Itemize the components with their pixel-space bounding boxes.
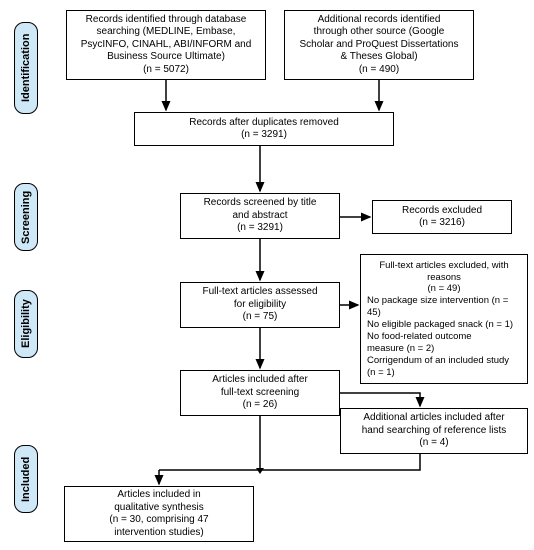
- text: Scholar and ProQuest Dissertations: [300, 39, 459, 52]
- stage-eligibility: Eligibility: [14, 290, 38, 358]
- text: (n = 3291): [237, 222, 283, 235]
- stage-included: Included: [14, 445, 38, 513]
- text: measure (n = 2): [367, 343, 434, 355]
- text: (n = 4): [419, 437, 448, 450]
- text: (n = 75): [243, 311, 278, 324]
- box-excluded-screen: Records excluded (n = 3216): [372, 200, 512, 234]
- box-fulltext: Full-text articles assessed for eligibil…: [180, 282, 340, 328]
- text: (n = 1): [367, 367, 395, 379]
- text: qualitative synthesis: [114, 502, 204, 515]
- box-fulltext-excluded: Full-text articles excluded, with reason…: [360, 254, 528, 384]
- text: (n = 3216): [419, 217, 465, 230]
- text: No eligible packaged snack (n = 1): [367, 319, 513, 331]
- text: reasons: [427, 272, 461, 284]
- box-after-fulltext: Articles included after full-text screen…: [180, 370, 340, 416]
- text: Additional articles included after: [363, 412, 504, 425]
- text: (n = 3291): [241, 129, 287, 142]
- text: (n = 490): [359, 64, 399, 77]
- text: (n = 49): [427, 283, 460, 295]
- text: Articles included in: [117, 489, 200, 502]
- text: (n = 30, comprising 47: [109, 514, 208, 527]
- text: Records after duplicates removed: [189, 117, 339, 130]
- text: (n = 26): [243, 399, 278, 412]
- text: hand searching of reference lists: [362, 425, 507, 438]
- text: Business Source Ultimate): [107, 51, 225, 64]
- text: Additional records identified: [318, 14, 441, 27]
- box-hand-search: Additional articles included after hand …: [340, 408, 528, 454]
- text: & Theses Global): [340, 51, 417, 64]
- text: Full-text articles excluded, with: [379, 260, 508, 272]
- text: Records screened by title: [204, 197, 317, 210]
- text: through other source (Google: [314, 26, 445, 39]
- text: No food-related outcome: [367, 331, 472, 343]
- text: Records excluded: [402, 205, 482, 218]
- stage-identification: Identification: [14, 22, 38, 114]
- text: (n = 5072): [143, 64, 189, 77]
- box-other-source: Additional records identified through ot…: [284, 10, 474, 80]
- text: PsycINFO, CINAHL, ABI/INFORM and: [81, 39, 252, 52]
- text: intervention studies): [114, 527, 204, 540]
- box-screened: Records screened by title and abstract (…: [180, 193, 340, 239]
- text: for eligibility: [234, 299, 286, 312]
- box-db-search: Records identified through database sear…: [66, 10, 266, 80]
- text: Articles included after: [212, 374, 308, 387]
- text: Records identified through database: [86, 14, 247, 27]
- text: No package size intervention (n =: [367, 295, 508, 307]
- box-after-dup: Records after duplicates removed (n = 32…: [134, 112, 394, 146]
- text: searching (MEDLINE, Embase,: [97, 26, 236, 39]
- box-final: Articles included in qualitative synthes…: [64, 486, 254, 542]
- text: full-text screening: [221, 387, 299, 400]
- text: 45): [367, 307, 381, 319]
- text: and abstract: [232, 210, 287, 223]
- text: Corrigendum of an included study: [367, 355, 509, 367]
- stage-screening: Screening: [14, 183, 38, 251]
- text: Full-text articles assessed: [202, 286, 317, 299]
